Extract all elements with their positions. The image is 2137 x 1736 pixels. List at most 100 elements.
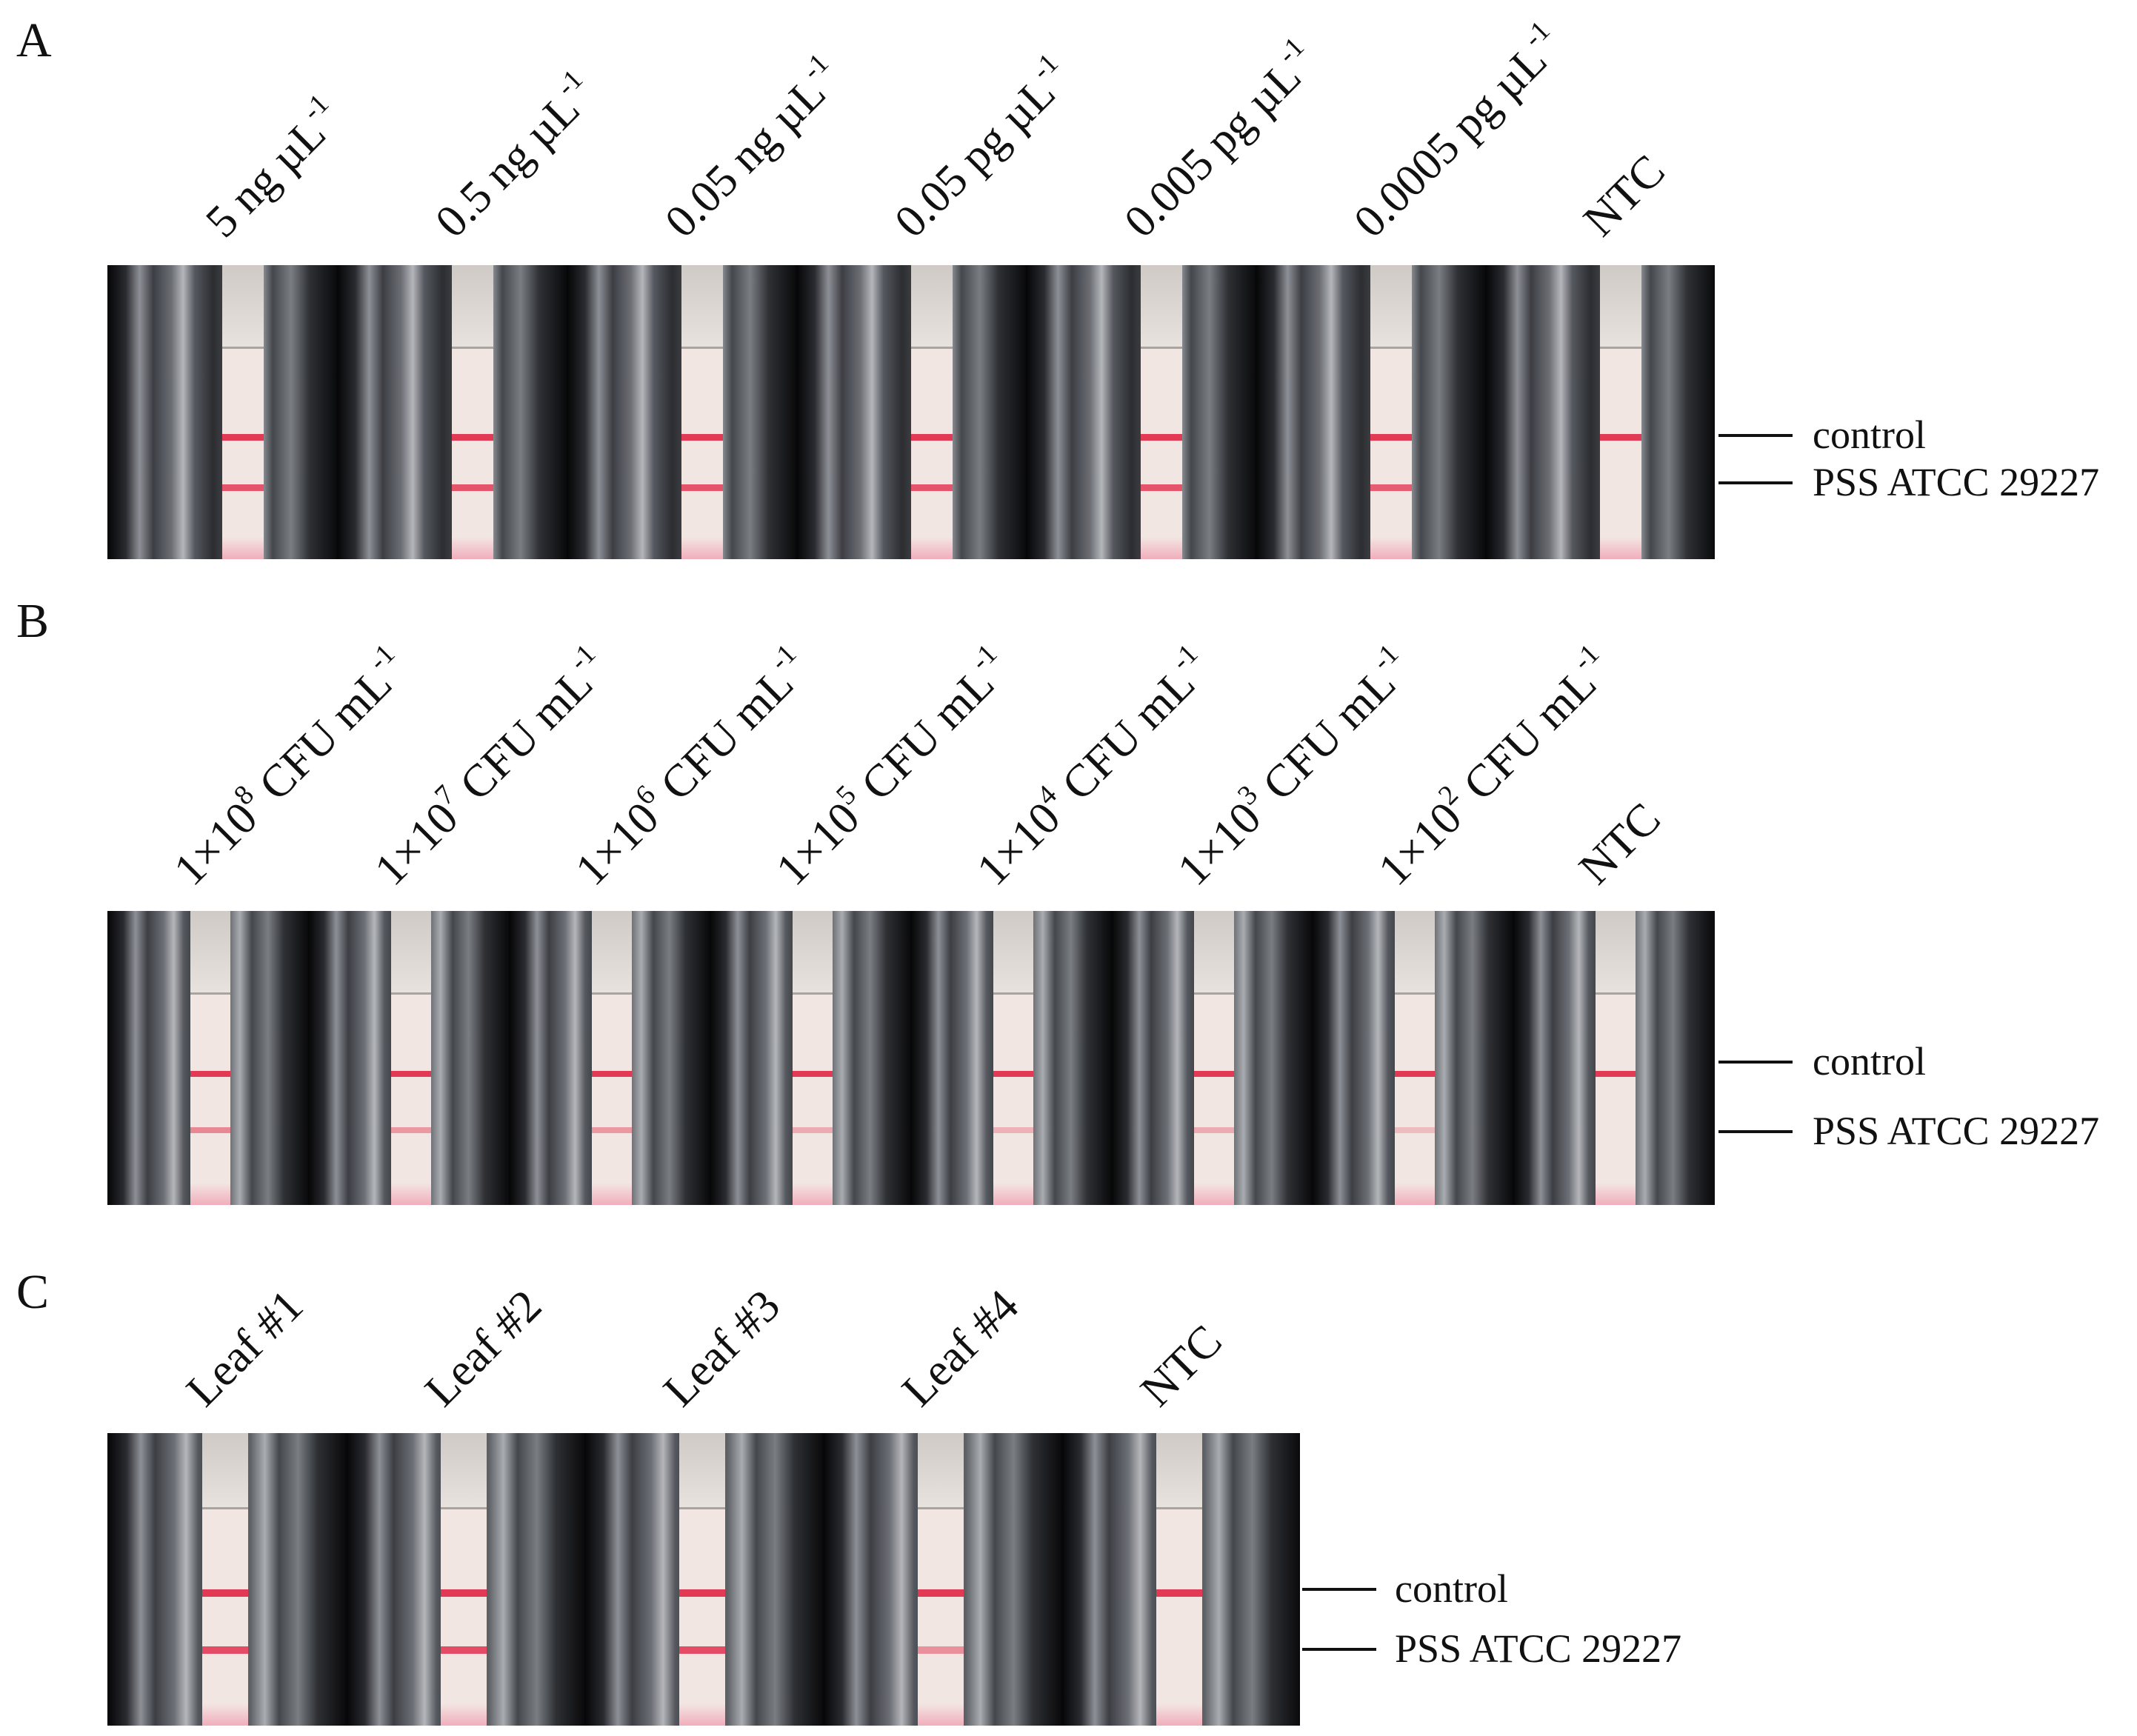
control-band xyxy=(190,1071,230,1078)
lane xyxy=(1485,265,1715,559)
strip-sample-pad xyxy=(1370,265,1412,349)
strip-sample-pad xyxy=(391,911,431,995)
strip-sample-pad xyxy=(202,1433,248,1509)
lane xyxy=(1256,265,1485,559)
lane-label: Leaf #3 xyxy=(654,1281,790,1416)
test-strip xyxy=(1141,265,1182,559)
strip-bottom-tint xyxy=(441,1703,487,1726)
lane xyxy=(567,265,796,559)
strip-sample-pad xyxy=(1600,265,1641,349)
test-strip xyxy=(202,1433,248,1726)
lane-label-text: 0.05 pg µL xyxy=(885,67,1065,247)
strip-sample-pad xyxy=(679,1433,725,1509)
lane-label: Leaf #4 xyxy=(893,1281,1028,1416)
lane-label: 5 ng µL-1 xyxy=(196,88,350,247)
control-band xyxy=(441,1589,487,1598)
test-band xyxy=(190,1126,230,1133)
strip-sample-pad xyxy=(1141,265,1182,349)
panel-letter: A xyxy=(16,13,52,67)
marker-line xyxy=(1302,1588,1376,1592)
strip-bottom-tint xyxy=(793,1183,833,1205)
test-strip xyxy=(793,911,833,1205)
test-band xyxy=(441,1646,487,1655)
strip-bottom-tint xyxy=(1194,1183,1234,1205)
lane xyxy=(337,265,567,559)
panel-letter: B xyxy=(16,594,50,648)
strip-sample-pad xyxy=(441,1433,487,1509)
control-band xyxy=(1156,1589,1202,1598)
strip-sample-pad xyxy=(190,911,230,995)
test-strip xyxy=(1194,911,1234,1205)
test-strip xyxy=(679,1433,725,1726)
lane xyxy=(107,1433,346,1726)
test-strip xyxy=(1156,1433,1202,1726)
lane-label-text: NTC xyxy=(1574,145,1675,247)
lane-label: 0.05 ng µL-1 xyxy=(656,47,850,247)
test-strip xyxy=(391,911,431,1205)
control-band xyxy=(1395,1071,1435,1078)
marker-test: PSS ATCC 29227 xyxy=(1718,1109,2133,1154)
test-band xyxy=(1194,1126,1234,1133)
test-band xyxy=(222,484,264,491)
strip-photo xyxy=(107,1433,1300,1726)
control-band xyxy=(1141,434,1182,441)
test-band xyxy=(1395,1126,1435,1133)
test-strip xyxy=(681,265,723,559)
strip-bottom-tint xyxy=(1596,1183,1636,1205)
control-band xyxy=(1600,434,1641,441)
marker-line xyxy=(1718,481,1793,484)
strip-bottom-tint xyxy=(1156,1703,1202,1726)
strip-bottom-tint xyxy=(452,537,493,559)
control-band xyxy=(793,1071,833,1078)
lane-label-unit: CFU mL xyxy=(1244,658,1405,818)
strip-sample-pad xyxy=(681,265,723,349)
test-band xyxy=(452,484,493,491)
lane-label: 0.005 pg µL-1 xyxy=(1115,31,1326,247)
strip-sample-pad xyxy=(1596,911,1636,995)
lane-label-text: NTC xyxy=(1131,1315,1233,1417)
marker-control: control xyxy=(1718,1039,2133,1084)
lane-label-text: 0.0005 pg µL xyxy=(1344,35,1557,247)
strip-bottom-tint xyxy=(190,1183,230,1205)
strip-bottom-tint xyxy=(222,537,264,559)
lane-label-unit: CFU mL xyxy=(441,658,602,818)
strip-bottom-tint xyxy=(202,1703,248,1726)
strip-bottom-tint xyxy=(918,1703,964,1726)
marker-line xyxy=(1302,1648,1376,1652)
control-band xyxy=(1596,1071,1636,1078)
strip-bottom-tint xyxy=(993,1183,1033,1205)
control-band xyxy=(918,1589,964,1598)
strip-bottom-tint xyxy=(1141,537,1182,559)
marker-test: PSS ATCC 29227 xyxy=(1718,460,2133,505)
lane xyxy=(308,911,509,1205)
marker-line xyxy=(1718,1061,1793,1064)
lane-label: Leaf #2 xyxy=(416,1281,551,1416)
marker-label: control xyxy=(1813,413,1926,458)
test-strip xyxy=(452,265,493,559)
marker-label: control xyxy=(1395,1566,1508,1612)
strip-bottom-tint xyxy=(911,537,953,559)
test-band xyxy=(681,484,723,491)
test-strip xyxy=(222,265,264,559)
test-band xyxy=(793,1126,833,1133)
test-band xyxy=(391,1126,431,1133)
lane xyxy=(710,911,910,1205)
marker-label: control xyxy=(1813,1039,1926,1084)
strip-sample-pad xyxy=(1194,911,1234,995)
lane xyxy=(823,1433,1061,1726)
lane xyxy=(1026,265,1256,559)
control-band xyxy=(391,1071,431,1078)
control-band xyxy=(681,434,723,441)
control-band xyxy=(202,1589,248,1598)
lane-label-unit: CFU mL xyxy=(1445,658,1606,818)
strip-sample-pad xyxy=(918,1433,964,1509)
strip-sample-pad xyxy=(911,265,953,349)
strip-bottom-tint xyxy=(1370,537,1412,559)
test-band xyxy=(1370,484,1412,491)
test-strip xyxy=(918,1433,964,1726)
lane xyxy=(1312,911,1513,1205)
test-band xyxy=(202,1646,248,1655)
test-strip xyxy=(1395,911,1435,1205)
lane-label: NTC xyxy=(1574,145,1675,247)
control-band xyxy=(679,1589,725,1598)
